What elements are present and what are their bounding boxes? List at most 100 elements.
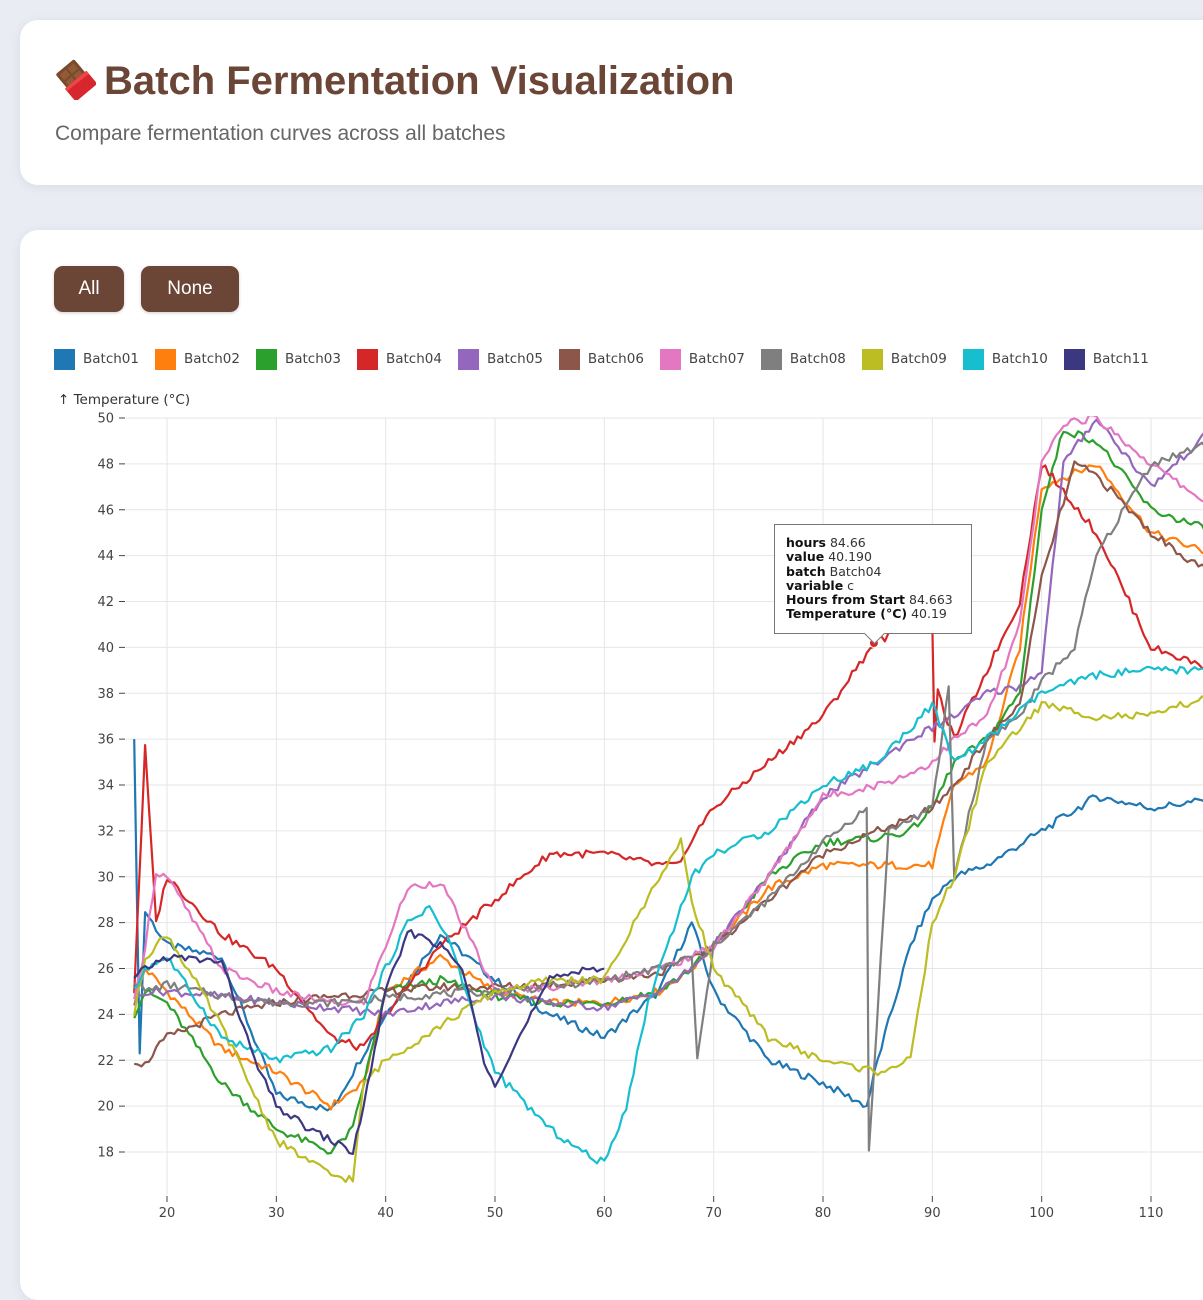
legend-swatch — [861, 348, 883, 370]
legend-swatch — [356, 348, 378, 370]
x-tick-label: 60 — [596, 1206, 613, 1221]
tooltip-row: Temperature (°C) 40.19 — [786, 607, 960, 621]
line-chart: 18 20 22 24 26 28 30 32 34 36 38 40 42 44 46 48 50 20 30 40… — [58, 392, 1203, 1221]
legend-label: Batch10 — [991, 351, 1048, 367]
y-tick-label: 34 — [97, 779, 114, 794]
page-title: Batch Fermentation Visualization — [54, 58, 735, 104]
legend-label: Batch02 — [183, 351, 240, 367]
x-tick-label: 20 — [159, 1206, 176, 1221]
header-card: Batch Fermentation Visualization Compare… — [20, 20, 1203, 185]
tooltip-row: value 40.190 — [786, 550, 960, 564]
legend-swatch — [1063, 348, 1085, 370]
page-subtitle: Compare fermentation curves across all b… — [55, 122, 506, 145]
legend-label: Batch03 — [284, 351, 341, 367]
y-tick-label: 42 — [97, 595, 114, 610]
legend-item-batch06[interactable]: Batch06 — [558, 348, 644, 370]
y-tick-label: 48 — [97, 457, 114, 472]
y-tick-label: 32 — [97, 824, 114, 839]
legend-item-batch04[interactable]: Batch04 — [356, 348, 442, 370]
legend-label: Batch04 — [385, 351, 442, 367]
legend-item-batch01[interactable]: Batch01 — [54, 348, 139, 370]
tooltip-key: value — [786, 549, 825, 565]
legend-item-batch09[interactable]: Batch09 — [861, 348, 947, 370]
legend-item-batch02[interactable]: Batch02 — [154, 348, 240, 370]
tooltip-key: batch — [786, 563, 826, 579]
legend-label: Batch01 — [83, 351, 139, 367]
series-line-batch08[interactable] — [133, 441, 1203, 1152]
y-tick-label: 50 — [97, 412, 114, 427]
tooltip-value: Batch04 — [825, 563, 882, 579]
select-none-button[interactable]: None — [141, 266, 239, 312]
tooltip-value: 84.663 — [905, 592, 953, 608]
legend-swatch — [154, 348, 176, 370]
y-tick-label: 36 — [97, 733, 114, 748]
y-axis-title: ↑ Temperature (°C) — [58, 392, 190, 408]
legend-item-batch11[interactable]: Batch11 — [1063, 348, 1149, 370]
x-tick-label: 40 — [377, 1206, 394, 1221]
series-lines — [133, 416, 1203, 1183]
select-all-button[interactable]: All — [54, 266, 124, 312]
legend-item-batch08[interactable]: Batch08 — [760, 348, 846, 370]
y-tick-label: 38 — [97, 687, 114, 702]
legend-swatch — [962, 348, 984, 370]
chart-card: All None Batch01 Batch02 Batch03 Batch04 Bat… — [20, 230, 1203, 1300]
tooltip-key: variable — [786, 577, 844, 593]
page-title-text: Batch Fermentation Visualization — [104, 59, 735, 103]
tooltip-row: batch Batch04 — [786, 563, 960, 579]
x-tick-label: 50 — [487, 1206, 504, 1221]
series-line-batch10[interactable] — [133, 665, 1203, 1165]
legend-label: Batch06 — [587, 351, 644, 367]
legend-swatch — [255, 348, 277, 370]
x-tick-label: 100 — [1029, 1206, 1054, 1221]
legend-label: Batch09 — [890, 351, 947, 367]
series-line-batch11[interactable] — [133, 929, 605, 1155]
x-tick-label: 90 — [924, 1206, 941, 1221]
y-tick-label: 30 — [97, 870, 114, 885]
y-tick-label: 40 — [97, 641, 114, 656]
tooltip-value: c — [843, 577, 855, 593]
x-tick-label: 80 — [815, 1206, 832, 1221]
x-tick-label: 30 — [268, 1206, 285, 1221]
y-tick-label: 18 — [97, 1146, 114, 1161]
legend-label: Batch07 — [688, 351, 745, 367]
tooltip-key: Temperature (°C) — [786, 606, 908, 622]
legend-swatch — [457, 348, 479, 370]
tooltip-row: Hours from Start 84.663 — [786, 593, 960, 607]
series-line-batch03[interactable] — [133, 430, 1203, 1155]
y-tick-label: 46 — [97, 503, 114, 518]
x-tick-label: 110 — [1139, 1206, 1164, 1221]
y-tick-label: 20 — [97, 1100, 114, 1115]
legend-swatch — [760, 348, 782, 370]
tooltip-row: hours 84.66 — [786, 535, 960, 550]
series-line-batch04[interactable] — [133, 464, 1203, 1051]
series-line-batch09[interactable] — [133, 693, 1203, 1183]
legend-label: Batch08 — [789, 351, 846, 367]
legend-item-batch05[interactable]: Batch05 — [457, 348, 543, 370]
y-tick-label: 28 — [97, 916, 114, 931]
tooltip-value: 40.19 — [907, 606, 947, 622]
chart-legend: Batch01 Batch02 Batch03 Batch04 Batch05 Batch… — [54, 348, 1165, 370]
y-tick-label: 24 — [97, 1008, 114, 1023]
chart-tooltip: hours 84.66 value 40.190 batch Batch04 vari… — [774, 524, 972, 645]
y-tick-label: 22 — [97, 1054, 114, 1069]
y-tick-label: 26 — [97, 962, 114, 977]
tooltip-key: Hours from Start — [786, 592, 906, 608]
legend-swatch — [558, 348, 580, 370]
tooltip-value: 40.190 — [824, 549, 872, 565]
legend-label: Batch11 — [1092, 351, 1149, 367]
legend-item-batch10[interactable]: Batch10 — [962, 348, 1048, 370]
legend-swatch — [659, 348, 681, 370]
chocolate-bar-icon — [56, 59, 96, 100]
tooltip-value: 84.66 — [826, 535, 866, 550]
x-tick-label: 70 — [705, 1206, 722, 1221]
series-line-batch02[interactable] — [133, 464, 1203, 1111]
y-tick-label: 44 — [97, 549, 114, 564]
axes: 18 20 22 24 26 28 30 32 34 36 38 40 42 44 46 48 50 20 30 40… — [58, 392, 1163, 1221]
legend-item-batch07[interactable]: Batch07 — [659, 348, 745, 370]
legend-label: Batch05 — [486, 351, 543, 367]
series-line-batch06[interactable] — [133, 460, 1203, 1068]
legend-item-batch03[interactable]: Batch03 — [255, 348, 341, 370]
series-line-batch05[interactable] — [133, 418, 1203, 1018]
tooltip-key: hours — [786, 535, 826, 550]
legend-swatch — [54, 348, 75, 370]
